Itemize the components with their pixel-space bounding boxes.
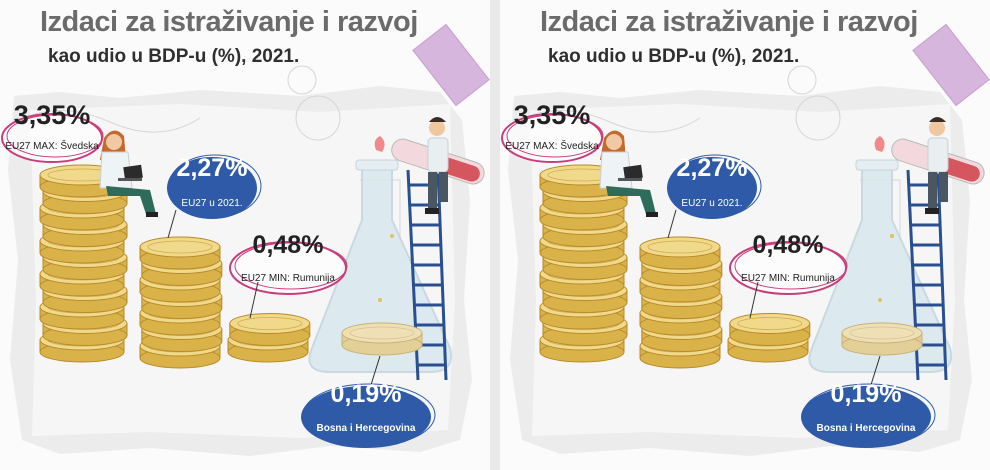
bar-coin-stack-1 — [139, 236, 223, 369]
laptop-icon — [618, 164, 643, 181]
category-label-3: Bosna i Hercegovina — [316, 423, 416, 434]
bar-coin-stack-3 — [841, 322, 923, 356]
category-label-2: EU27 MIN: Rumunija — [241, 273, 335, 284]
label-badge-0 — [1, 113, 103, 163]
infographic-panel-left: Izdaci za istraživanje i razvoj kao udio … — [0, 0, 490, 470]
data-label-value-3: 0,19% — [830, 380, 902, 408]
chart-subtitle: kao udio u BDP-u (%), 2021. — [548, 46, 800, 67]
label-badge-0 — [501, 113, 603, 163]
glass-slide-icon — [912, 23, 990, 107]
infographic-panel-right: Izdaci za istraživanje i razvoj kao udio … — [500, 0, 990, 470]
bar-coin-stack-3 — [341, 322, 423, 356]
background-doodles — [19, 65, 401, 240]
data-label-value-0: 3,35% — [13, 100, 91, 130]
label-badge-2 — [729, 241, 847, 295]
infographic-canvas — [501, 23, 990, 456]
scientist-woman-icon — [599, 130, 658, 217]
label-badge-3 — [301, 386, 431, 448]
scientist-man-icon — [425, 117, 449, 214]
category-label-0: EU27 MAX: Švedska — [505, 141, 599, 152]
category-label-3: Bosna i Hercegovina — [816, 423, 916, 434]
data-label-value-2: 0,48% — [252, 231, 324, 259]
chart-title: Izdaci za istraživanje i razvoj — [40, 6, 418, 38]
data-label-value-1: 2,27% — [676, 154, 748, 182]
label-badge-2 — [229, 241, 347, 295]
category-label-1: EU27 u 2021. — [681, 198, 743, 209]
data-label-value-0: 3,35% — [513, 100, 591, 130]
data-label-value-2: 0,48% — [752, 231, 824, 259]
laptop-icon — [118, 164, 143, 181]
chart-title: Izdaci za istraživanje i razvoj — [540, 6, 918, 38]
scientist-man-icon — [925, 117, 949, 214]
bar-coin-stack-0 — [539, 164, 628, 363]
data-label-value-1: 2,27% — [176, 154, 248, 182]
category-label-1: EU27 u 2021. — [181, 198, 243, 209]
panel-divider — [490, 0, 500, 470]
glass-slide-icon — [412, 23, 490, 107]
bar-coin-stack-1 — [639, 236, 723, 369]
label-badge-1 — [667, 157, 757, 219]
chart-subtitle: kao udio u BDP-u (%), 2021. — [48, 46, 300, 67]
bar-coin-stack-2 — [227, 313, 311, 363]
data-label-value-3: 0,19% — [330, 380, 402, 408]
label-badge-3 — [801, 386, 931, 448]
bar-coin-stack-0 — [39, 164, 128, 363]
category-label-2: EU27 MIN: Rumunija — [741, 273, 835, 284]
bar-coin-stack-2 — [727, 313, 811, 363]
infographic-canvas — [1, 23, 490, 456]
label-badge-1 — [167, 157, 257, 219]
category-label-0: EU27 MAX: Švedska — [5, 141, 99, 152]
